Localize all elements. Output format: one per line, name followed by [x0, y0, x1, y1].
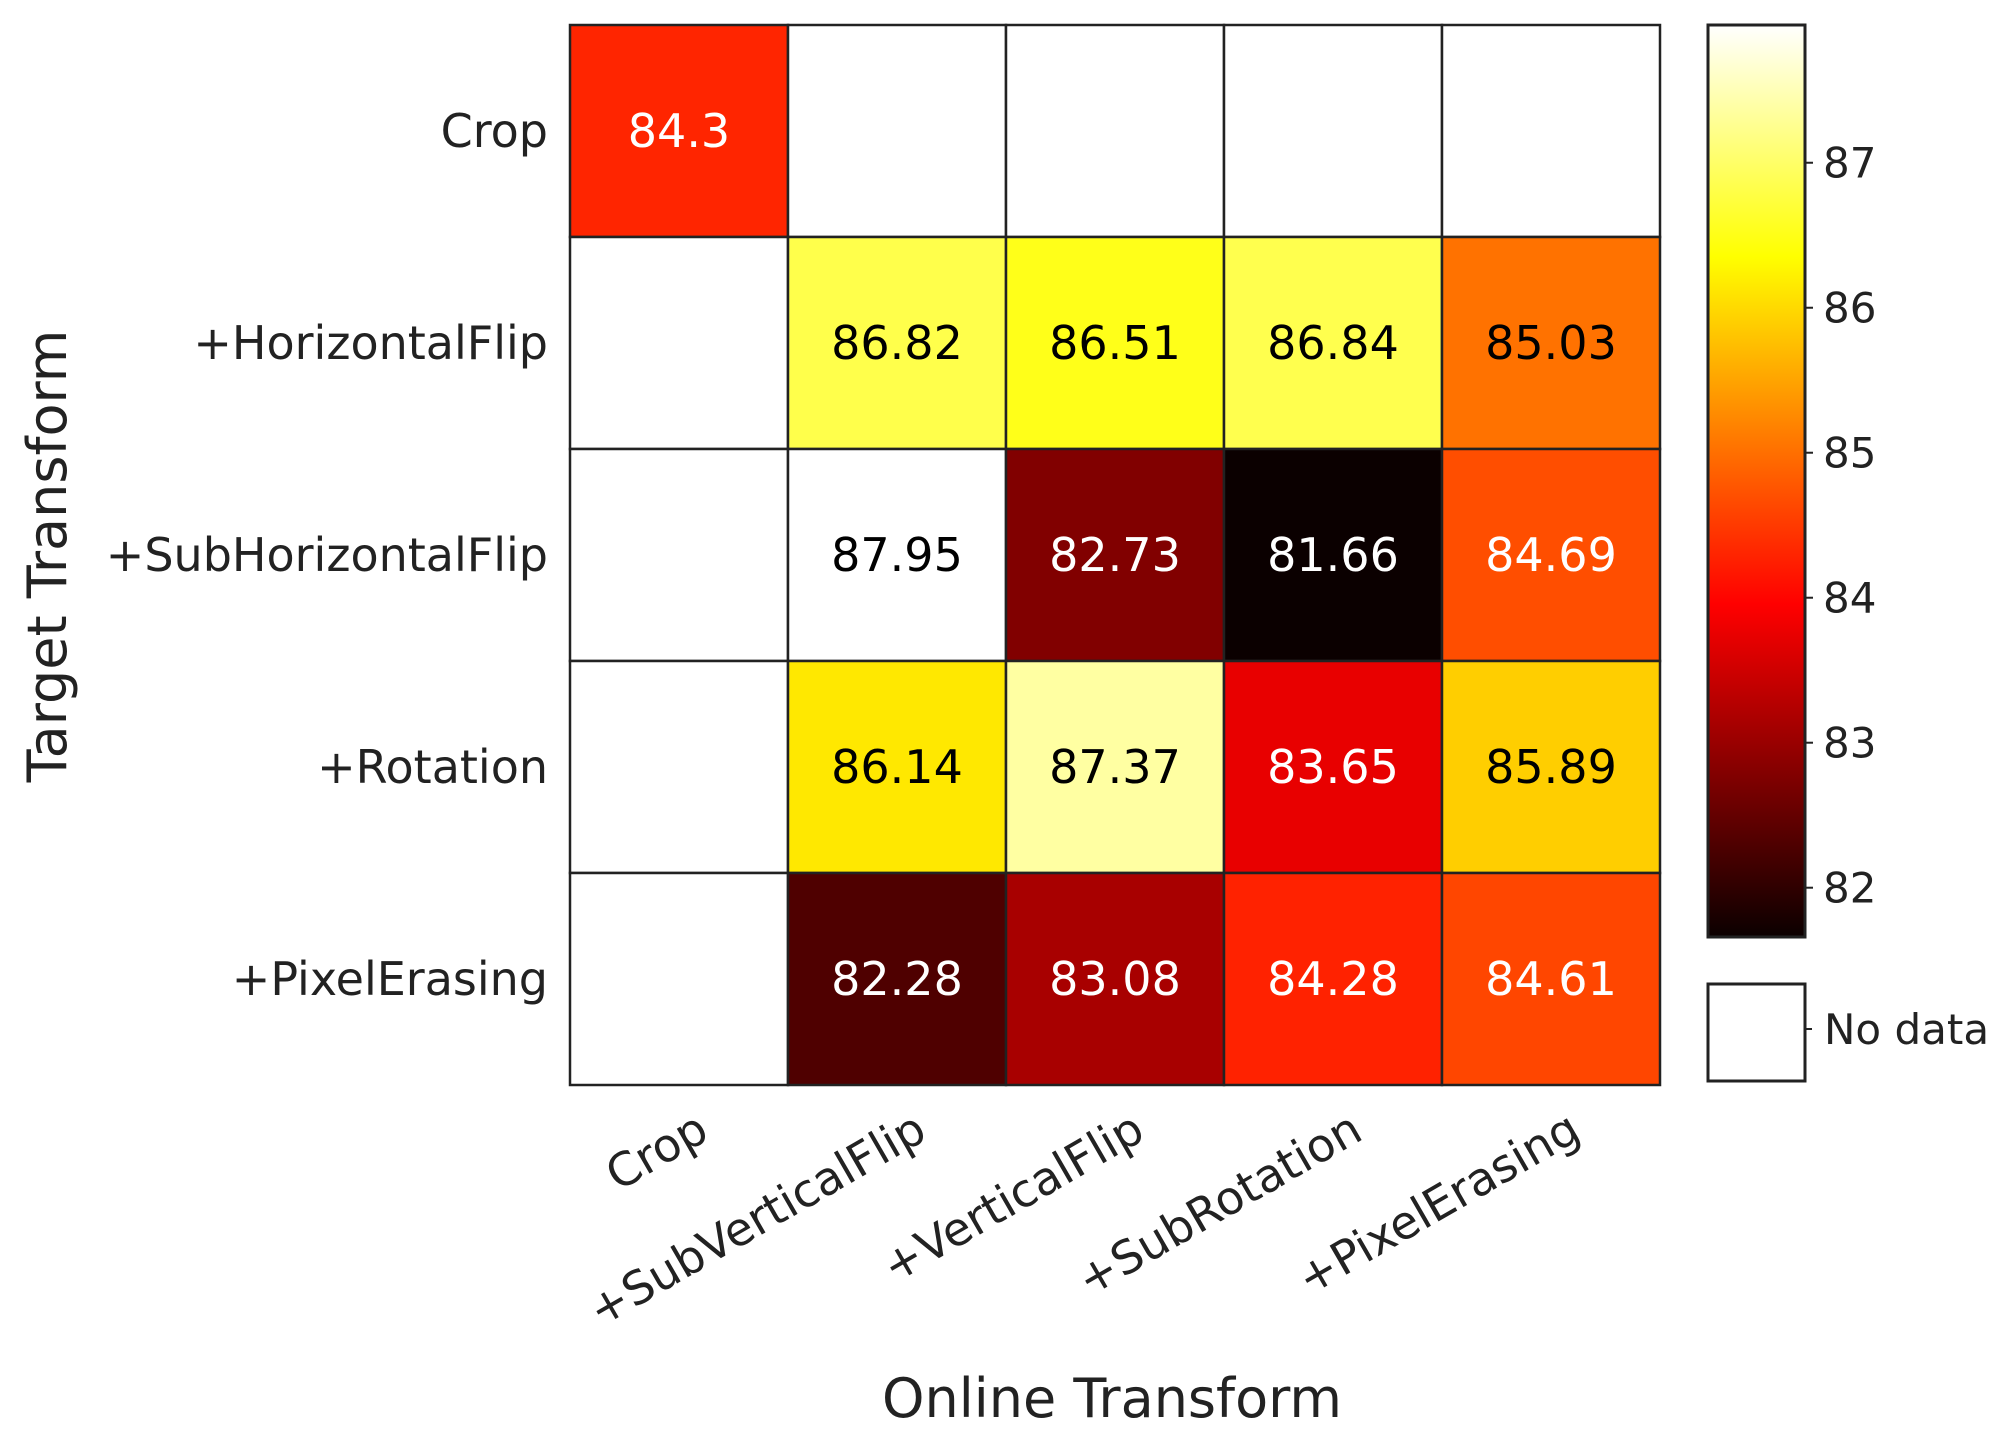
heatmap-cell — [568, 447, 790, 663]
x-tick-labels: Crop+SubVerticalFlip+VerticalFlip+SubRot… — [579, 1101, 1589, 1338]
heatmap-cells: 84.3 86.82 86.51 86.84 85.03 87.95 82.73 81.66 8… — [568, 23, 1662, 1087]
colorbar-tick-label: 87 — [1823, 139, 1876, 188]
heatmap-cell — [1222, 447, 1444, 663]
cell-value-label: 86.84 — [1267, 316, 1399, 370]
y-tick-label: +Rotation — [317, 740, 548, 794]
cell-value-label: 86.51 — [1049, 316, 1181, 370]
colorbar-tick-label: 82 — [1823, 864, 1876, 913]
cell-value-label: 85.89 — [1485, 740, 1617, 794]
heatmap-cell — [1004, 23, 1226, 239]
heatmap-cell — [1440, 23, 1662, 239]
heatmap-cell — [1004, 235, 1226, 451]
heatmap-cell — [1440, 235, 1662, 451]
cell-value-label: 84.69 — [1485, 528, 1617, 582]
x-tick-label: Crop — [597, 1101, 717, 1201]
heatmap-cell — [1222, 235, 1444, 451]
heatmap-cell — [568, 871, 790, 1087]
colorbar-gradient — [1706, 23, 1807, 939]
cell-value-label: 87.95 — [831, 528, 963, 582]
no-data-legend: No data — [1706, 982, 1989, 1083]
cell-value-label: 85.03 — [1485, 316, 1617, 370]
heatmap-cell — [568, 659, 790, 875]
y-tick-label: +HorizontalFlip — [193, 316, 548, 370]
cell-value-label: 82.73 — [1049, 528, 1181, 582]
cell-value-label: 84.3 — [628, 104, 730, 158]
colorbar-tick-label: 86 — [1823, 284, 1876, 333]
heatmap-cell — [568, 23, 790, 239]
y-tick-label: +SubHorizontalFlip — [106, 528, 548, 582]
cell-value-label: 83.65 — [1267, 740, 1399, 794]
cell-value-label: 82.28 — [831, 952, 963, 1006]
cell-value-label: 86.82 — [831, 316, 963, 370]
y-tick-label: +PixelErasing — [232, 952, 548, 1006]
cell-value-label: 84.28 — [1267, 952, 1399, 1006]
heatmap-cell — [786, 659, 1008, 875]
colorbar-tick-label: 84 — [1823, 574, 1876, 623]
no-data-swatch — [1706, 982, 1807, 1083]
heatmap-cell — [1222, 23, 1444, 239]
cell-value-label: 86.14 — [831, 740, 963, 794]
heatmap-cell — [1440, 871, 1662, 1087]
colorbar-tick-label: 83 — [1823, 719, 1876, 768]
heatmap-cell — [786, 235, 1008, 451]
heatmap-cell — [786, 871, 1008, 1087]
y-axis-title: Target Transform — [16, 330, 79, 784]
y-tick-label: Crop — [441, 104, 548, 158]
heatmap-cell — [786, 447, 1008, 663]
heatmap-cell — [1222, 871, 1444, 1087]
y-tick-labels: Crop +HorizontalFlip +SubHorizontalFlip +Ro… — [106, 104, 548, 1006]
heatmap-cell — [1440, 659, 1662, 875]
cell-value-label: 81.66 — [1267, 528, 1399, 582]
cell-value-label: 87.37 — [1049, 740, 1181, 794]
heatmap-cell — [786, 23, 1008, 239]
x-axis-title: Online Transform — [882, 1367, 1342, 1430]
cell-value-label: 83.08 — [1049, 952, 1181, 1006]
colorbar: 82 83 84 85 86 87 — [1706, 23, 1876, 939]
heatmap-cell — [568, 235, 790, 451]
colorbar-tick-label: 85 — [1823, 429, 1876, 478]
heatmap-cell — [1222, 659, 1444, 875]
heatmap-cell — [1004, 871, 1226, 1087]
no-data-label: No data — [1824, 1005, 1989, 1054]
cell-value-label: 84.61 — [1485, 952, 1617, 1006]
